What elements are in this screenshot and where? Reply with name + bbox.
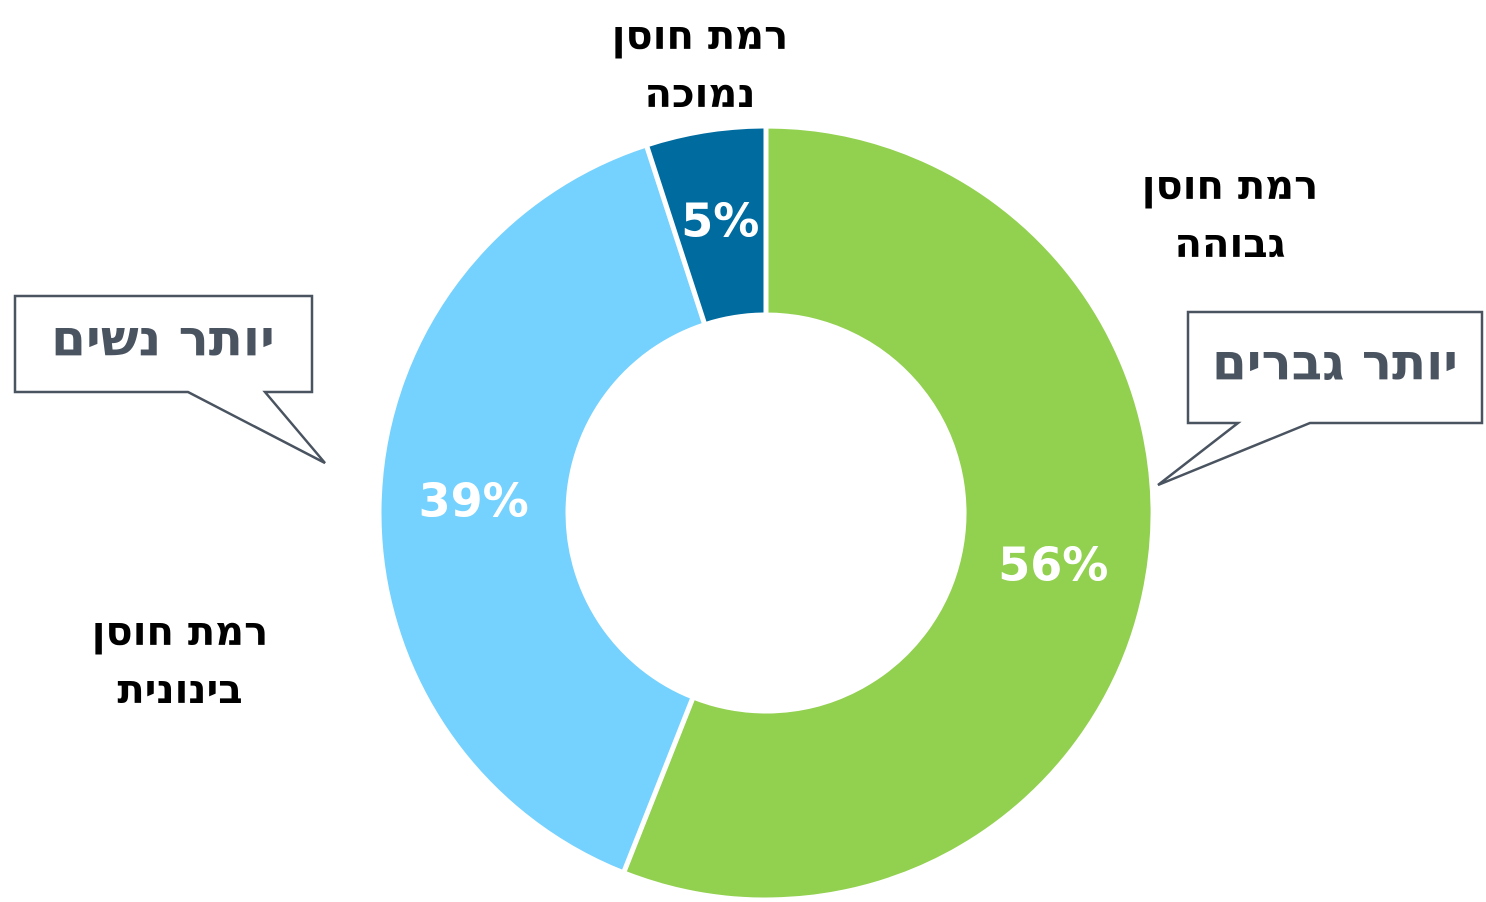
callout-box [13,294,326,465]
donut-slice [376,141,708,877]
category-label: רמת חוסן בינונית [91,609,269,713]
annotation: יותר גברים [1212,334,1458,392]
callout-box [1157,310,1484,487]
annotation: יותר נשים [51,310,275,368]
category-label: רמת חוסן גבוהה [1141,163,1319,267]
value-label: 5% [681,194,759,248]
value-label: 39% [419,473,529,527]
donut-slice [643,123,769,328]
donut-slice [620,123,1156,902]
category-label: רמת חוסן נמוכה [611,13,789,117]
value-label: 56% [998,537,1108,591]
